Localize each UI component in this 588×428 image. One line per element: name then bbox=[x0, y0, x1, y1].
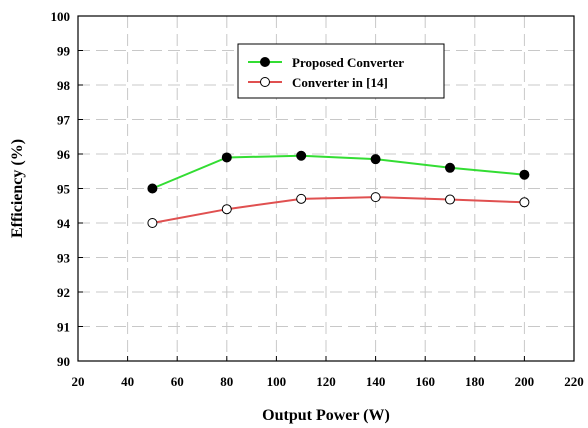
x-tick-label: 200 bbox=[515, 374, 535, 389]
x-tick-label: 20 bbox=[72, 374, 85, 389]
series-line bbox=[152, 154, 525, 190]
series-line bbox=[152, 196, 525, 224]
data-point bbox=[296, 150, 307, 161]
x-axis-title: Output Power (W) bbox=[262, 407, 390, 424]
y-tick-label: 98 bbox=[57, 78, 71, 93]
x-tick-label: 220 bbox=[564, 374, 584, 389]
x-tick-label: 120 bbox=[316, 374, 336, 389]
x-tick-label: 160 bbox=[415, 374, 435, 389]
legend-label: Proposed Converter bbox=[292, 55, 404, 70]
series-1 bbox=[147, 150, 530, 194]
y-axis-title: Efficiency (%) bbox=[9, 139, 26, 238]
data-point bbox=[370, 154, 381, 165]
y-tick-label: 97 bbox=[57, 113, 71, 128]
data-point bbox=[296, 193, 307, 204]
data-point bbox=[519, 169, 530, 180]
legend: Proposed Converter Converter in [14] bbox=[237, 43, 445, 99]
ticks: 90 91 92 93 94 95 96 97 98 99 100 20 40 60 80 100 120 140… bbox=[51, 9, 584, 389]
x-tick-label: 60 bbox=[171, 374, 184, 389]
y-tick-label: 99 bbox=[57, 44, 71, 59]
y-tick-label: 93 bbox=[57, 251, 71, 266]
y-tick-label: 92 bbox=[57, 285, 70, 300]
data-point bbox=[370, 192, 381, 203]
y-tick-label: 100 bbox=[51, 9, 71, 24]
data-point bbox=[147, 218, 158, 228]
x-tick-label: 40 bbox=[121, 374, 134, 389]
legend-item: Converter in [14] bbox=[248, 75, 388, 90]
series-layer bbox=[147, 150, 530, 228]
legend-box bbox=[237, 43, 445, 99]
data-point bbox=[445, 162, 455, 173]
x-tick-label: 80 bbox=[220, 374, 233, 389]
data-point bbox=[147, 183, 158, 194]
legend-item: Proposed Converter bbox=[248, 55, 404, 70]
data-point bbox=[221, 204, 232, 215]
y-tick-label: 94 bbox=[57, 216, 71, 231]
legend-swatch-marker bbox=[260, 77, 270, 87]
x-tick-label: 180 bbox=[465, 374, 485, 389]
legend-label: Converter in [14] bbox=[292, 75, 388, 90]
legend-swatch-marker bbox=[260, 57, 270, 67]
series-2 bbox=[147, 192, 530, 228]
y-tick-label: 95 bbox=[57, 182, 71, 197]
x-tick-label: 140 bbox=[366, 374, 386, 389]
y-tick-label: 91 bbox=[57, 320, 70, 335]
data-point bbox=[445, 194, 455, 205]
data-point bbox=[519, 197, 530, 208]
x-tick-label: 100 bbox=[267, 374, 287, 389]
y-tick-label: 96 bbox=[57, 147, 71, 162]
data-point bbox=[221, 152, 232, 163]
y-tick-label: 90 bbox=[57, 354, 70, 369]
